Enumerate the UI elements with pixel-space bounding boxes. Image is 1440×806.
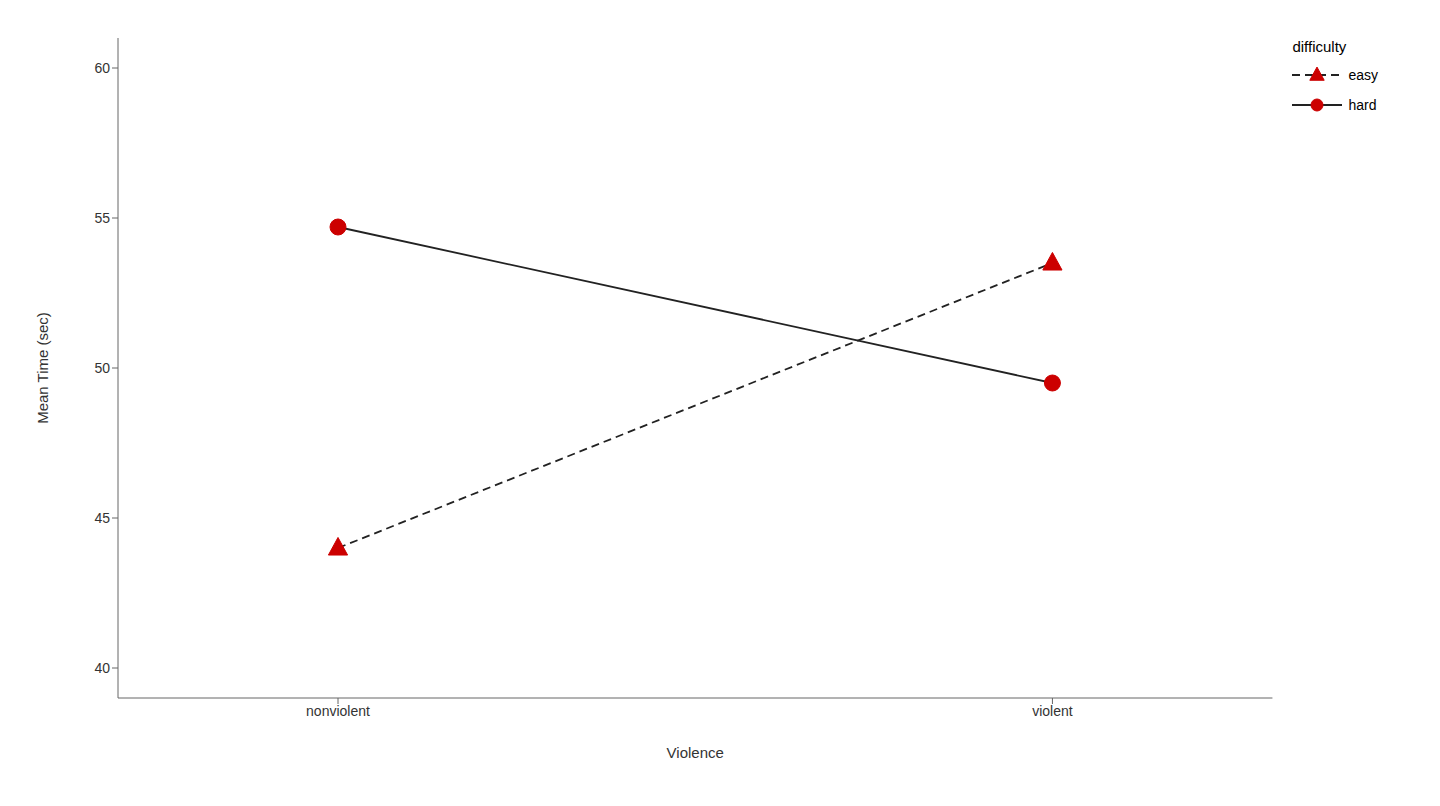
svg-text:40: 40 <box>94 660 110 676</box>
svg-text:nonviolent: nonviolent <box>306 703 370 719</box>
svg-text:violent: violent <box>1032 703 1073 719</box>
svg-text:50: 50 <box>94 360 110 376</box>
html-text:easy: easy <box>1348 67 1378 83</box>
svg-text:Mean Time (sec): Mean Time (sec) <box>34 312 51 424</box>
svg-text:60: 60 <box>94 60 110 76</box>
svg-text:45: 45 <box>94 510 110 526</box>
svg-text:Violence: Violence <box>667 744 724 761</box>
html-text:difficulty: difficulty <box>1292 38 1347 55</box>
svg-text:55: 55 <box>94 210 110 226</box>
html-text:hard: hard <box>1348 97 1377 113</box>
